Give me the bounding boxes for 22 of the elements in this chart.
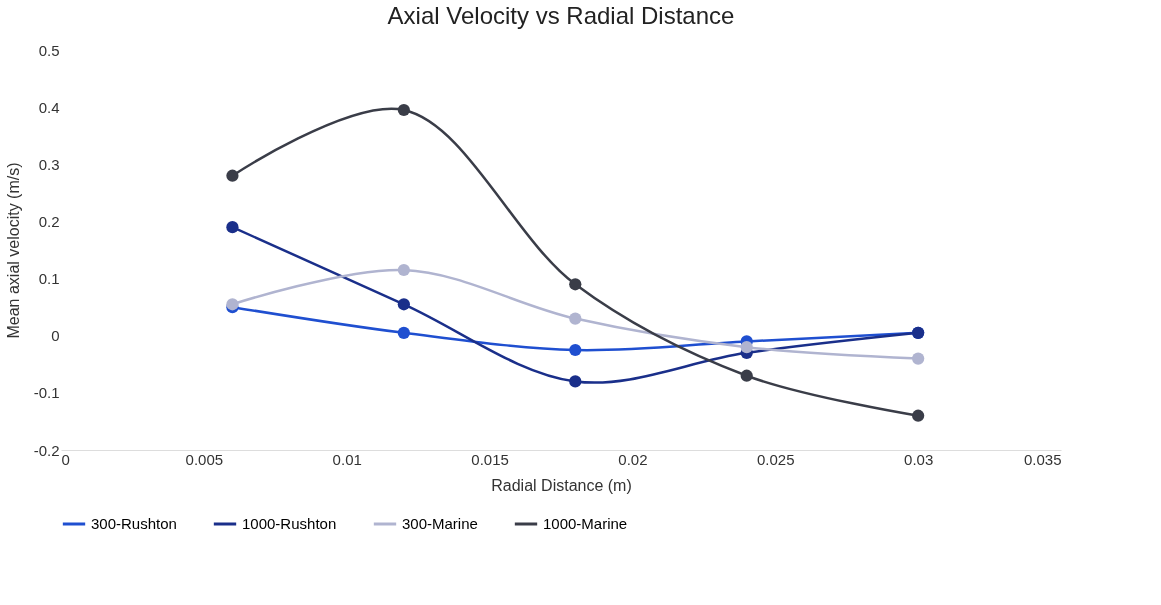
x-axis-title: Radial Distance (m) <box>491 476 632 494</box>
legend-label: 1000-Marine <box>543 515 628 532</box>
x-tick-label: 0.015 <box>471 450 509 468</box>
y-tick-label: 0.4 <box>38 98 60 116</box>
y-tick-label: 0.1 <box>38 270 60 288</box>
y-tick-label: -0.2 <box>33 441 60 459</box>
x-tick-label: 0.01 <box>332 450 362 468</box>
y-tick-label: -0.1 <box>33 384 60 402</box>
y-tick-label: 0.3 <box>38 155 60 173</box>
x-tick-label: 0.02 <box>618 450 648 468</box>
legend-label: 300-Rushton <box>91 515 177 532</box>
y-tick-label: 0.2 <box>38 212 60 230</box>
x-tick-label: 0.005 <box>185 450 224 468</box>
y-tick-label: 0.5 <box>38 41 60 59</box>
legend-label: 300-Marine <box>402 515 478 532</box>
y-tick-label: 0 <box>51 327 60 345</box>
x-tick-label: 0.035 <box>1023 450 1062 468</box>
y-axis-title: Mean axial velocity (m/s) <box>4 162 22 339</box>
x-tick-label: 0.025 <box>757 450 795 468</box>
legend-label: 1000-Rushton <box>242 515 337 532</box>
chart-title: Axial Velocity vs Radial Distance <box>387 2 735 29</box>
x-tick-label: 0.03 <box>904 450 934 468</box>
